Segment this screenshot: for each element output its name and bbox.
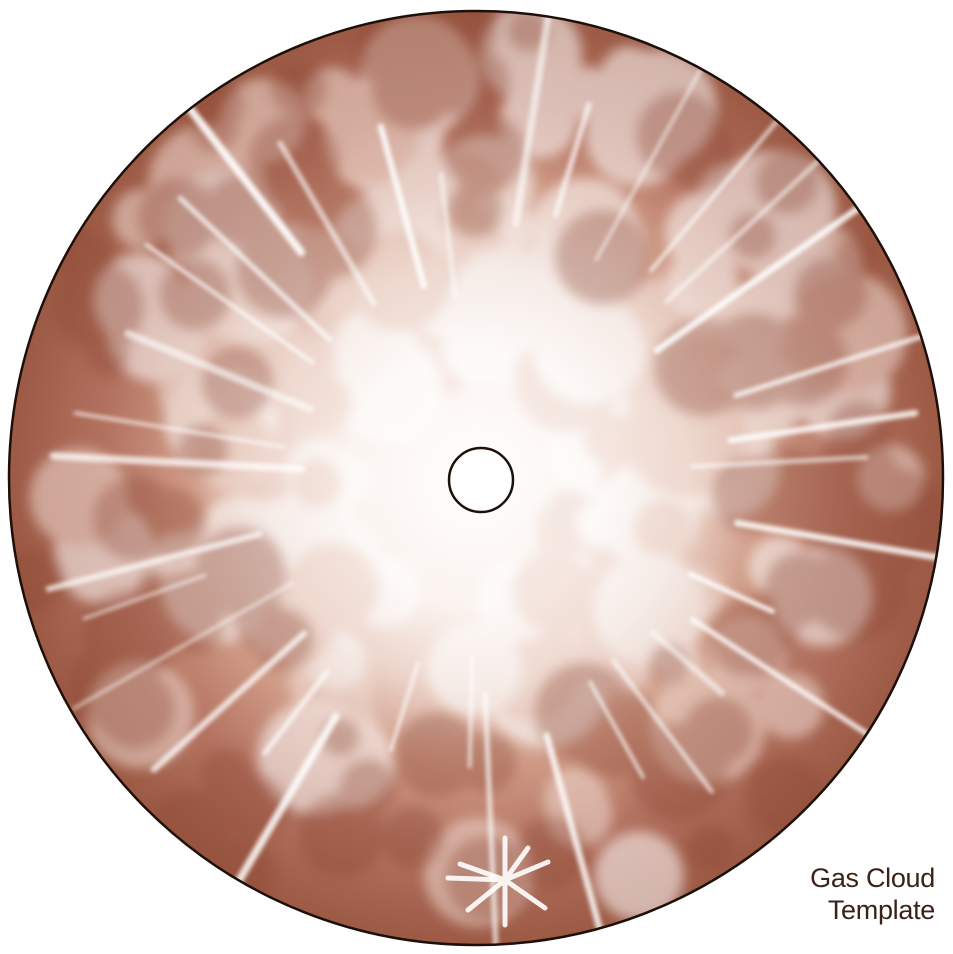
cloud-shadow	[434, 45, 510, 121]
cloud-puff	[533, 292, 645, 405]
cloud-shadow	[9, 548, 64, 613]
cloud-puff	[633, 499, 694, 560]
light-streak	[689, 617, 903, 758]
cloud-shadow	[53, 262, 144, 353]
light-streak	[512, 11, 553, 227]
light-streak	[177, 195, 333, 343]
cloud-puff	[428, 622, 522, 717]
cloud-shadow	[447, 182, 503, 237]
cloud-shadow	[704, 358, 748, 402]
light-streak	[124, 329, 314, 413]
cloud-shadow	[686, 824, 733, 871]
cloud-shadow	[200, 748, 253, 801]
cloud-shadow	[148, 789, 232, 873]
light-streak	[72, 581, 295, 710]
cloud-shadow	[190, 103, 238, 152]
light-streak	[82, 573, 207, 620]
cloud-shadow	[155, 569, 217, 631]
cloud-shadow	[745, 755, 825, 835]
light-streak	[389, 661, 420, 752]
cloud-shadow	[755, 151, 819, 214]
cloud-shadow	[515, 816, 588, 889]
outer-disc-outline	[7, 9, 945, 947]
light-streak	[482, 691, 499, 945]
light-streak	[377, 123, 427, 290]
cloud-shadow	[270, 63, 319, 111]
light-streak	[262, 669, 330, 756]
light-streak	[49, 452, 306, 473]
cloud-puff	[290, 373, 352, 435]
light-streak	[689, 455, 869, 469]
light-streak	[150, 630, 308, 773]
light-streak	[733, 519, 943, 563]
cloud-shadow	[507, 11, 549, 51]
cloud-shadow	[745, 447, 831, 532]
cloud-puff	[758, 672, 825, 739]
light-streak	[727, 409, 919, 444]
cloud-shadow	[729, 213, 776, 260]
cloud-shadow	[740, 635, 782, 677]
cloud-puff	[594, 831, 684, 921]
cloud-shadow	[837, 233, 878, 274]
light-streak	[664, 154, 825, 304]
light-streak	[144, 243, 315, 365]
light-streak	[733, 323, 943, 398]
cloud-shadow	[340, 759, 397, 816]
caption-line-1: Gas Cloud	[810, 863, 935, 893]
light-streak	[588, 680, 645, 779]
cloud-shadow	[444, 111, 525, 193]
cloud-shadow	[99, 640, 154, 695]
cloud-puff	[451, 246, 561, 356]
cloud-shadow	[381, 806, 444, 869]
light-streak	[648, 110, 787, 273]
cloud-shadow	[764, 552, 837, 625]
cloud-shadow	[159, 259, 231, 331]
starburst-mark	[445, 835, 551, 928]
cloud-shadow	[394, 712, 480, 798]
light-streak	[45, 531, 263, 592]
cloud-puff	[593, 553, 707, 667]
cloud-shadow	[228, 199, 273, 244]
cloud-shadow	[794, 257, 867, 330]
cloud-shadow	[62, 244, 103, 285]
light-streak	[649, 629, 726, 697]
cloud-shadow	[179, 188, 218, 227]
cloud-shadow	[235, 598, 290, 652]
light-streak	[552, 101, 592, 218]
light-streak	[687, 571, 775, 614]
cloud-puff	[292, 458, 342, 509]
template-caption: Gas Cloud Template	[810, 862, 935, 926]
cloud-puff	[333, 334, 443, 444]
light-streak	[438, 171, 458, 298]
light-streak	[468, 656, 474, 769]
cloud-shadow	[555, 210, 650, 305]
cloud-shadow	[535, 689, 586, 740]
cloud-shadow	[86, 332, 129, 376]
light-streak	[653, 192, 879, 354]
cloud-shadow	[636, 92, 724, 179]
caption-line-2: Template	[827, 895, 935, 925]
light-streak	[277, 140, 377, 307]
cloud-shadow	[642, 734, 719, 811]
cloud-shadow	[93, 476, 179, 562]
light-streak	[611, 659, 714, 794]
light-streak	[73, 411, 286, 449]
center-hole	[447, 446, 515, 514]
cloud-shadow	[360, 11, 441, 78]
